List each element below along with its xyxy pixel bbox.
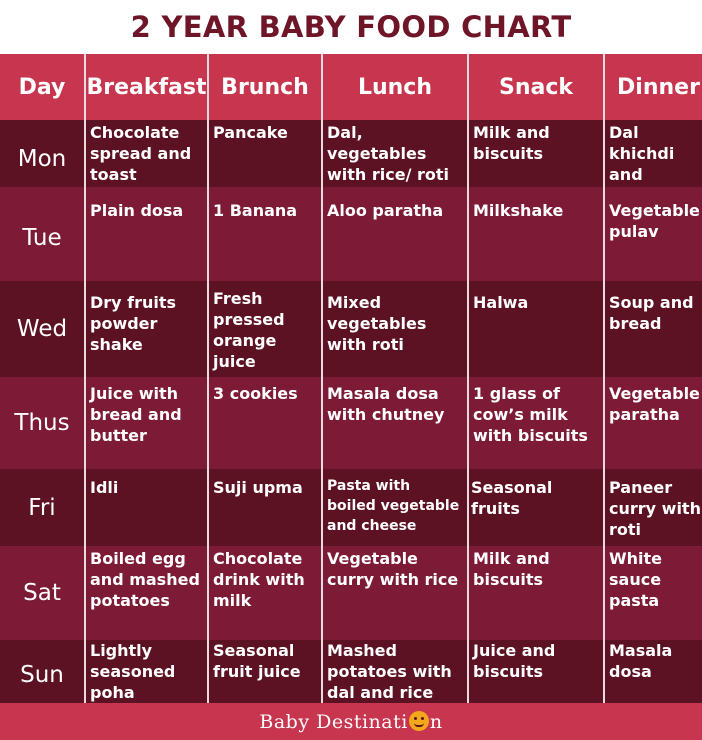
meal-cell: Pancake	[209, 120, 321, 187]
header-lunch: Lunch	[323, 54, 467, 120]
header-snack: Snack	[469, 54, 603, 120]
day-label: Wed	[0, 281, 84, 377]
meal-cell: Chocolate drink with milk	[209, 546, 321, 640]
meal-cell: Halwa	[469, 281, 603, 377]
meal-cell: Suji upma	[209, 469, 321, 546]
meal-cell: Soup and bread	[605, 281, 702, 377]
meal-cell: Masala dosa	[605, 640, 702, 703]
meal-cell: Vegetable curry with rice	[323, 546, 467, 640]
meal-cell: Boiled egg and mashed potatoes	[86, 546, 207, 640]
day-label: Fri	[0, 469, 84, 546]
day-label: Sun	[0, 640, 84, 703]
brand-text-end: n	[429, 710, 443, 733]
header-day: Day	[0, 54, 84, 120]
brand-text-start: Baby Destinati	[259, 710, 408, 733]
smiley-o-icon	[408, 710, 429, 731]
food-chart-table: Day Breakfast Brunch Lunch Snack Dinner …	[0, 54, 702, 703]
meal-cell: Mixed vegetables with roti	[323, 281, 467, 377]
meal-cell: Fresh pressed orange juice	[209, 281, 321, 377]
chart-title: 2 YEAR BABY FOOD CHART	[130, 10, 572, 44]
meal-cell: Dal khichdi and vegetables	[605, 120, 702, 187]
meal-cell: Vegetable paratha	[605, 377, 702, 469]
meal-cell: Seasonal fruits	[469, 469, 603, 546]
meal-cell: Milkshake	[469, 187, 603, 281]
meal-cell: Vegetable pulav	[605, 187, 702, 281]
meal-cell: 1 Banana	[209, 187, 321, 281]
meal-cell: 3 cookies	[209, 377, 321, 469]
header-breakfast: Breakfast	[86, 54, 207, 120]
meal-cell: Idli	[86, 469, 207, 546]
header-brunch: Brunch	[209, 54, 321, 120]
day-label: Thus	[0, 377, 84, 469]
meal-cell: Dry fruits powder shake	[86, 281, 207, 377]
meal-cell: Juice and biscuits	[469, 640, 603, 703]
day-label: Mon	[0, 120, 84, 187]
day-label: Tue	[0, 187, 84, 281]
meal-cell: Pasta with boiled vegetable and cheese	[323, 469, 467, 546]
meal-cell: Milk and biscuits	[469, 120, 603, 187]
meal-cell: Aloo paratha	[323, 187, 467, 281]
meal-cell: 1 glass of cow’s milk with biscuits	[469, 377, 603, 469]
meal-cell: Paneer curry with roti	[605, 469, 702, 546]
meal-cell: White sauce pasta	[605, 546, 702, 640]
meal-cell: Seasonal fruit juice	[209, 640, 321, 703]
header-dinner: Dinner	[605, 54, 702, 120]
meal-cell: Lightly seasoned poha	[86, 640, 207, 703]
meal-cell: Mashed potatoes with dal and rice	[323, 640, 467, 703]
meal-cell: Chocolate spread and toast	[86, 120, 207, 187]
meal-cell: Milk and biscuits	[469, 546, 603, 640]
meal-cell: Plain dosa	[86, 187, 207, 281]
meal-cell: Dal, vegetables with rice/ roti	[323, 120, 467, 187]
meal-cell: Masala dosa with chutney	[323, 377, 467, 469]
day-label: Sat	[0, 546, 84, 640]
brand-logo: Baby Destinati n	[259, 710, 443, 733]
meal-cell: Juice with bread and butter	[86, 377, 207, 469]
footer-bar: Baby Destinati n	[0, 703, 702, 740]
